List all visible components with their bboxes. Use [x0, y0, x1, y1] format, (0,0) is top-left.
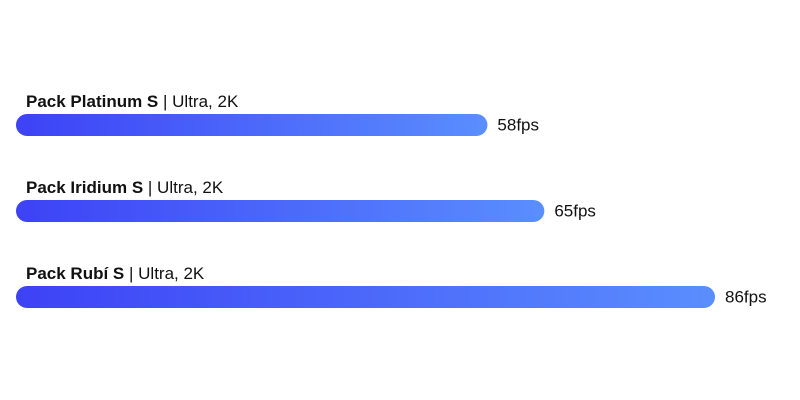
category-detail: | Ultra, 2K [163, 92, 239, 111]
category-label: Pack Platinum S | Ultra, 2K [26, 92, 239, 111]
category-name: Pack Iridium S [26, 178, 143, 197]
category-label: Pack Iridium S | Ultra, 2K [26, 178, 224, 197]
category-name: Pack Platinum S [26, 92, 158, 111]
bar [16, 286, 715, 308]
value-label: 65fps [554, 201, 596, 220]
category-detail: | Ultra, 2K [129, 264, 205, 283]
category-name: Pack Rubí S [26, 264, 124, 283]
value-label: 86fps [725, 287, 767, 306]
bar [16, 114, 488, 136]
value-label: 58fps [497, 115, 539, 134]
category-detail: | Ultra, 2K [148, 178, 224, 197]
bar [16, 200, 545, 222]
category-label: Pack Rubí S | Ultra, 2K [26, 264, 205, 283]
